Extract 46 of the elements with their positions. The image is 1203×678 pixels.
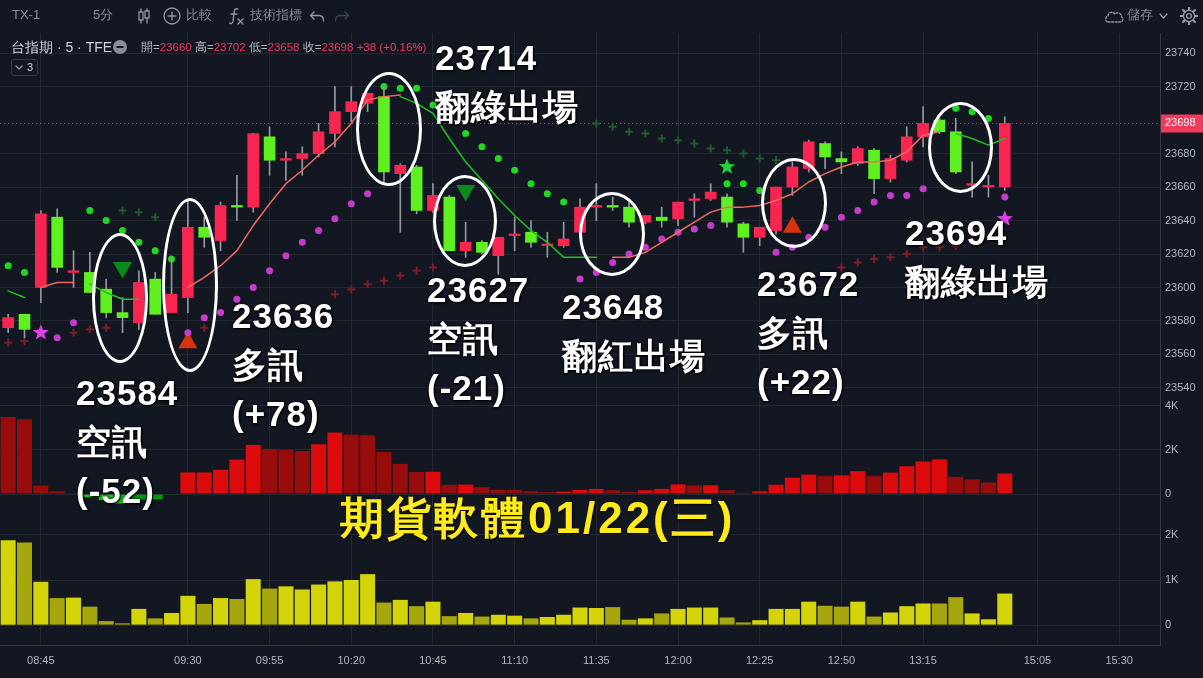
x-tick-label: 09:30 bbox=[174, 653, 202, 666]
x-tick-label: 15:05 bbox=[1023, 653, 1052, 666]
annotation: 23636 多訊 (+78) bbox=[232, 295, 335, 435]
y-tick-label: 23660 bbox=[1165, 180, 1196, 193]
y-tick-label: 23740 bbox=[1165, 46, 1196, 59]
y-tick-label: 4K bbox=[1165, 398, 1180, 411]
y-tick-label: 23680 bbox=[1165, 146, 1196, 159]
x-tick-label: 15:30 bbox=[1105, 653, 1133, 666]
x-tick-label: 12:50 bbox=[827, 653, 856, 666]
text: 儲存 bbox=[1127, 6, 1153, 24]
y-tick-label: 1K bbox=[1165, 573, 1180, 586]
y-tick-label: 23720 bbox=[1165, 79, 1196, 92]
annotation: 23584 空訊 (-52) bbox=[76, 372, 179, 512]
text: TX-1 bbox=[12, 6, 41, 24]
x-tick-label: 12:25 bbox=[745, 653, 774, 666]
y-tick-label: 23620 bbox=[1165, 247, 1196, 260]
text: 開=23660 高=23702 低=23658 收=23698 +38 (+0.16%) bbox=[141, 41, 427, 53]
annotation: 台指期 · 5 · TFE bbox=[11, 38, 113, 56]
y-tick-label: 23540 bbox=[1165, 380, 1196, 393]
annotation: 期貨軟體01/22(三) bbox=[340, 492, 736, 544]
y-tick-label: 23560 bbox=[1165, 347, 1196, 360]
x-tick-label: 10:45 bbox=[419, 653, 447, 666]
y-tick-label: 23640 bbox=[1165, 213, 1196, 226]
y-tick-label: 23580 bbox=[1165, 314, 1196, 327]
ref-line-label: 23698 bbox=[1165, 116, 1196, 129]
annotation: 23714 翻綠出場 bbox=[435, 37, 579, 128]
x-tick-label: 11:35 bbox=[582, 653, 610, 666]
x-tick-label: 11:10 bbox=[501, 653, 529, 666]
y-tick-label: 2K bbox=[1165, 527, 1180, 540]
x-tick-label: 09:55 bbox=[255, 653, 284, 666]
annotation: 23627 空訊 (-21) bbox=[427, 269, 530, 409]
annotation: 3 bbox=[27, 60, 34, 75]
text: 比較 bbox=[186, 6, 212, 24]
x-tick-label: 13:15 bbox=[909, 653, 937, 666]
annotation: 23694 翻綠出場 bbox=[905, 212, 1049, 303]
text: 技術指標 bbox=[250, 6, 302, 24]
y-tick-label: 0 bbox=[1165, 618, 1172, 631]
x-tick-label: 12:00 bbox=[664, 653, 692, 666]
x-tick-label: 08:45 bbox=[27, 653, 55, 666]
annotation: 23672 多訊 (+22) bbox=[757, 263, 860, 403]
text: 5分 bbox=[93, 6, 114, 24]
y-tick-label: 23600 bbox=[1165, 280, 1196, 293]
annotation: 23648 翻紅出場 bbox=[562, 286, 706, 377]
x-tick-label: 10:20 bbox=[337, 653, 366, 666]
y-tick-label: 0 bbox=[1165, 487, 1172, 500]
y-tick-label: 2K bbox=[1165, 443, 1180, 455]
